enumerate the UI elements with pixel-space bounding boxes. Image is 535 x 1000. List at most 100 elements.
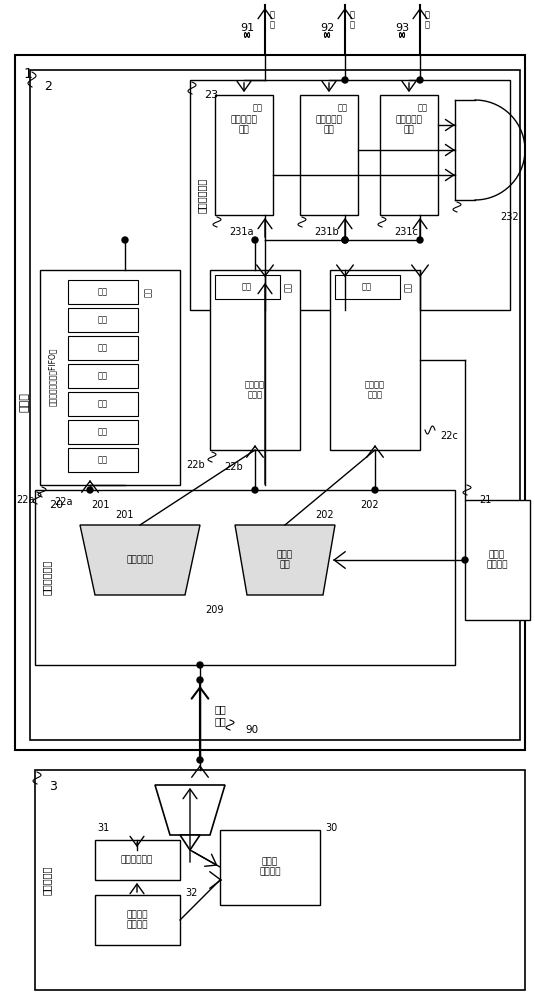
Text: 22a: 22a <box>17 495 35 505</box>
Text: 2: 2 <box>44 80 52 93</box>
Bar <box>210 270 300 450</box>
Text: 虛指令
生成功能: 虛指令 生成功能 <box>259 857 281 877</box>
Circle shape <box>197 662 203 668</box>
Circle shape <box>417 77 423 83</box>
Circle shape <box>342 77 348 83</box>
Text: 91: 91 <box>240 23 254 33</box>
Text: 1: 1 <box>23 67 32 81</box>
Bar <box>68 392 138 416</box>
Bar <box>220 830 320 905</box>
Text: 清除: 清除 <box>338 103 348 112</box>
Text: 90: 90 <box>245 725 258 735</box>
Text: 201: 201 <box>115 510 134 520</box>
Bar <box>215 95 273 215</box>
Text: 停止: 停止 <box>284 282 293 292</box>
Text: 總
線: 總 線 <box>424 10 430 30</box>
Text: 指令: 指令 <box>98 371 108 380</box>
Text: 傳輸調
度器: 傳輸調 度器 <box>277 550 293 570</box>
Text: 22b: 22b <box>224 462 243 472</box>
Text: 指令生成單元: 指令生成單元 <box>121 856 153 864</box>
Circle shape <box>122 237 128 243</box>
Circle shape <box>197 757 203 763</box>
Text: 清除: 清除 <box>253 103 263 112</box>
Text: 201: 201 <box>91 500 109 510</box>
Text: 虛指令
檢測功能: 虛指令 檢測功能 <box>486 550 508 570</box>
Text: 總線指令緩沖器（FIFO）: 總線指令緩沖器（FIFO） <box>48 348 57 406</box>
Text: 3: 3 <box>49 780 57 793</box>
Circle shape <box>197 677 203 683</box>
Text: 指令: 指令 <box>98 428 108 436</box>
Text: 定時調整功能: 定時調整功能 <box>197 177 207 213</box>
Text: 指令: 指令 <box>98 344 108 353</box>
Text: 指令: 指令 <box>98 456 108 464</box>
Text: 22a: 22a <box>54 497 73 507</box>
Polygon shape <box>80 525 200 595</box>
Text: 93: 93 <box>395 23 409 33</box>
Polygon shape <box>155 785 225 835</box>
Text: 202: 202 <box>315 510 334 520</box>
Bar <box>335 275 400 299</box>
Text: 21: 21 <box>479 495 491 505</box>
Text: 傳輸調度器: 傳輸調度器 <box>127 556 154 564</box>
Bar <box>68 364 138 388</box>
Bar <box>215 275 280 299</box>
Text: 30: 30 <box>325 823 337 833</box>
Text: 虛指令檢測
單元: 虛指令檢測 單元 <box>231 115 257 135</box>
Text: 指令: 指令 <box>98 288 108 296</box>
Bar <box>330 270 420 450</box>
Circle shape <box>342 237 348 243</box>
Circle shape <box>462 557 468 563</box>
Bar <box>68 420 138 444</box>
Text: 執行順序
評估單元: 執行順序 評估單元 <box>126 910 148 930</box>
Text: 209: 209 <box>205 605 224 615</box>
Text: 20: 20 <box>49 500 63 510</box>
Bar <box>68 308 138 332</box>
Bar <box>68 448 138 472</box>
Bar <box>95 895 180 945</box>
Text: 傳輸控制功能: 傳輸控制功能 <box>42 559 52 595</box>
Text: 外部計算器: 外部計算器 <box>42 865 52 895</box>
Text: 92: 92 <box>320 23 334 33</box>
Bar <box>35 770 525 990</box>
Bar <box>465 500 530 620</box>
Polygon shape <box>180 835 200 850</box>
Text: 接口板: 接口板 <box>20 392 30 412</box>
Bar <box>300 95 358 215</box>
Text: 指令: 指令 <box>98 316 108 324</box>
Circle shape <box>252 237 258 243</box>
Circle shape <box>417 237 423 243</box>
Text: 總線指令
緩沖器: 總線指令 緩沖器 <box>365 380 385 400</box>
Bar <box>40 270 180 485</box>
Text: 停止: 停止 <box>143 287 152 297</box>
Text: 虛指令檢測
單元: 虛指令檢測 單元 <box>395 115 423 135</box>
Text: 指令: 指令 <box>362 282 372 292</box>
Text: 231c: 231c <box>394 227 418 237</box>
Bar <box>30 70 520 740</box>
Text: 指令: 指令 <box>242 282 252 292</box>
Bar <box>95 840 180 880</box>
Bar <box>15 55 525 750</box>
Text: 總線指令
緩沖器: 總線指令 緩沖器 <box>245 380 265 400</box>
Text: 202: 202 <box>361 500 379 510</box>
Text: 231a: 231a <box>229 227 254 237</box>
Circle shape <box>372 487 378 493</box>
Text: 總
線: 總 線 <box>270 10 274 30</box>
Text: 22c: 22c <box>440 431 458 441</box>
Circle shape <box>252 487 258 493</box>
Bar <box>35 490 455 665</box>
Text: 清除: 清除 <box>418 103 428 112</box>
Text: 31: 31 <box>97 823 109 833</box>
Text: 23: 23 <box>204 90 218 100</box>
Bar <box>68 336 138 360</box>
Bar <box>68 280 138 304</box>
Text: 總
線: 總 線 <box>349 10 355 30</box>
Circle shape <box>87 487 93 493</box>
Text: 停止: 停止 <box>403 282 412 292</box>
Bar <box>190 80 510 310</box>
Text: 231b: 231b <box>314 227 339 237</box>
Text: 指令: 指令 <box>98 399 108 408</box>
Text: 32: 32 <box>185 888 197 898</box>
Polygon shape <box>235 525 335 595</box>
Text: 232: 232 <box>500 212 518 222</box>
Text: 22b: 22b <box>186 460 205 470</box>
